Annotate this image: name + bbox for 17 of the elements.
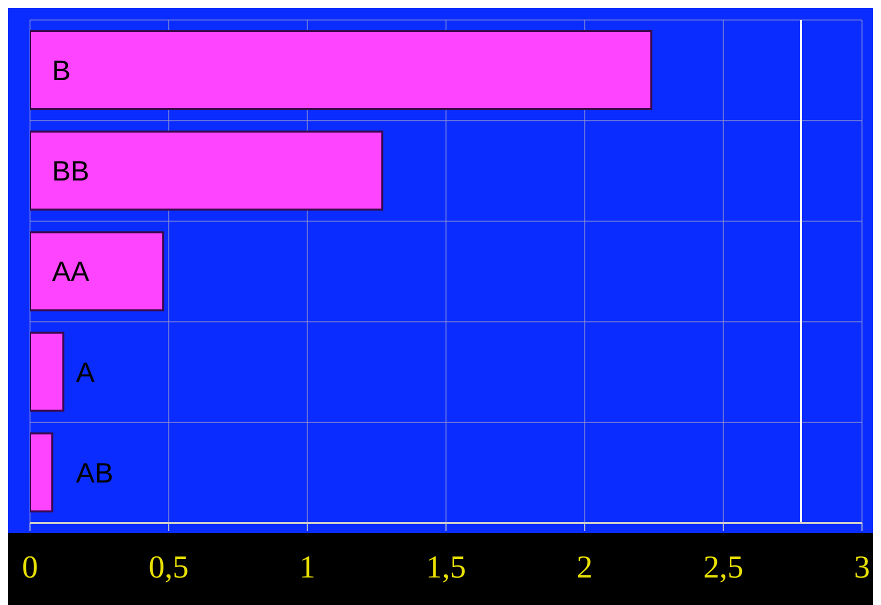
bar: [30, 432, 54, 512]
x-tick-label: 0,5: [148, 548, 189, 585]
x-tick-label: 1: [299, 548, 316, 585]
y-tick-label: AA: [52, 256, 90, 288]
y-tick-label: AB: [76, 457, 114, 488]
y-tick-label: A: [76, 356, 95, 388]
y-tick-label: B: [52, 55, 71, 86]
bar: [30, 130, 384, 211]
x-tick-label: 1,5: [426, 548, 466, 585]
bar: [30, 332, 64, 412]
bar: [30, 30, 652, 110]
bar: [30, 231, 164, 312]
x-tick-label: 2: [576, 548, 593, 585]
x-tick-label: 0: [22, 548, 38, 585]
y-tick-label: BB: [52, 156, 90, 187]
x-tick-label: 2,5: [703, 548, 744, 585]
x-tick-label: 3: [854, 548, 870, 585]
